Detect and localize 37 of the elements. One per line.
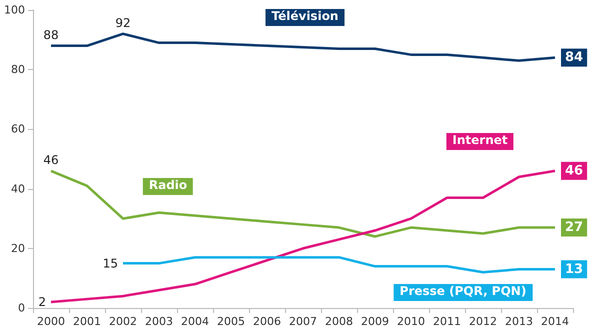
y-tick-label: 0	[18, 302, 25, 314]
data-label: 92	[115, 16, 131, 30]
x-tick-label: 2012	[469, 315, 497, 328]
x-tick-label: 2008	[325, 315, 353, 328]
series-label: Télévision	[266, 9, 344, 26]
x-tick-label: 2007	[289, 315, 317, 328]
x-tick-label: 2003	[145, 315, 173, 328]
x-tick-label: 2004	[181, 315, 209, 328]
data-label: 46	[565, 163, 584, 178]
x-tick-label: 2010	[397, 315, 425, 328]
line-series	[122, 256, 556, 274]
line-series	[50, 170, 556, 304]
y-tick-label: 60	[11, 122, 25, 136]
x-tick-label: 2011	[433, 315, 461, 328]
data-label: 27	[565, 220, 584, 236]
series-label: Radio	[142, 178, 194, 195]
data-label: 2	[38, 295, 46, 310]
series-label: Presse (PQR, PQN)	[394, 284, 532, 301]
x-tick-label: 2013	[505, 315, 533, 328]
data-label: 13	[565, 262, 584, 277]
x-tick-label: 2009	[361, 315, 389, 328]
data-label: 84	[565, 50, 584, 66]
text: Internet	[446, 133, 514, 150]
line-series	[50, 170, 556, 238]
x-tick-label: 2000	[37, 315, 65, 328]
x-tick-label: 2002	[109, 315, 137, 328]
data-label: 46	[43, 152, 59, 167]
y-tick-label: 20	[11, 242, 25, 255]
y-tick-label: 80	[11, 63, 25, 76]
data-label: 15	[102, 256, 118, 270]
x-tick-label: 2005	[217, 315, 245, 328]
y-tick-label: 100	[4, 4, 25, 16]
x-tick-label: 2001	[73, 315, 101, 328]
y-tick-label: 40	[11, 182, 25, 196]
x-tick-label: 2014	[541, 315, 569, 328]
data-label: 88	[43, 28, 59, 42]
x-tick-label: 2006	[253, 315, 281, 328]
